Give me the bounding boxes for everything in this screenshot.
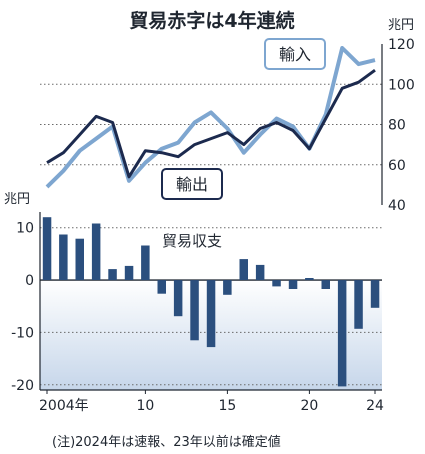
balance-bar <box>337 280 347 387</box>
balance-bar <box>288 280 298 289</box>
chart-title: 貿易赤字は4年連続 <box>129 9 294 32</box>
imports-callout-box <box>264 38 326 70</box>
x-tick-label: 24 <box>366 398 384 414</box>
import-export-line-panel: 40 60 80 100 120 兆円 輸入 輸出 <box>40 18 415 214</box>
upper-y-tick-label: 80 <box>388 118 406 134</box>
x-tick-label: 20 <box>300 398 318 414</box>
balance-bar <box>354 280 363 329</box>
balance-bar <box>59 234 68 280</box>
balance-bar <box>124 265 134 280</box>
balance-bar <box>42 217 52 280</box>
upper-gridlines <box>40 83 382 166</box>
balance-bar <box>108 269 117 281</box>
lower-y-tick-label: -20 <box>11 378 34 394</box>
balance-bar <box>272 280 281 287</box>
balance-bar <box>255 264 265 281</box>
imports-callout: 輸入 <box>264 38 326 70</box>
imports-legend-label: 輸入 <box>279 45 311 64</box>
x-tick-label: 15 <box>218 398 236 414</box>
exports-line <box>46 68 376 179</box>
balance-bar <box>223 280 232 295</box>
lower-y-tick-label: 10 <box>16 221 34 237</box>
exports-callout-box <box>161 168 223 200</box>
balance-bar <box>157 280 166 294</box>
balance-bar <box>206 280 216 348</box>
upper-y-tick-label: 60 <box>388 158 406 174</box>
upper-y-tick-labels: 40 60 80 100 120 <box>388 37 415 214</box>
balance-bar <box>321 280 330 289</box>
lower-unit-label: 兆円 <box>4 192 30 207</box>
balance-bar <box>173 280 183 317</box>
balance-bar <box>141 245 150 281</box>
upper-y-tick-label: 40 <box>388 198 406 214</box>
balance-bars <box>42 217 380 387</box>
balance-bar <box>91 223 101 280</box>
upper-y-tick-label: 120 <box>388 37 415 53</box>
exports-callout: 輸出 <box>161 168 223 200</box>
x-tick-labels: 2004年 10 15 20 24 <box>39 390 384 414</box>
balance-bar <box>305 278 314 281</box>
exports-legend-label: 輸出 <box>176 175 208 194</box>
x-tick-label: 10 <box>136 398 154 414</box>
balance-bar <box>239 259 248 280</box>
balance-bar <box>190 280 199 341</box>
lower-y-tick-labels: -20 -10 0 10 <box>11 221 34 394</box>
trade-balance-bar-panel: -20 -10 0 10 2004年 10 15 20 24 兆円 貿易収支 <box>4 192 384 414</box>
balance-panel-title: 貿易収支 <box>162 232 222 250</box>
upper-y-tick-label: 100 <box>388 77 415 93</box>
lower-y-tick-label: -10 <box>11 325 34 341</box>
balance-bar <box>75 238 84 281</box>
footnote: (注)2024年は速報、23年以前は確定値 <box>52 434 281 450</box>
lower-y-tick-label: 0 <box>25 273 34 289</box>
balance-bar <box>370 280 380 308</box>
x-tick-label: 2004年 <box>39 398 89 414</box>
upper-unit-label: 兆円 <box>388 18 414 33</box>
